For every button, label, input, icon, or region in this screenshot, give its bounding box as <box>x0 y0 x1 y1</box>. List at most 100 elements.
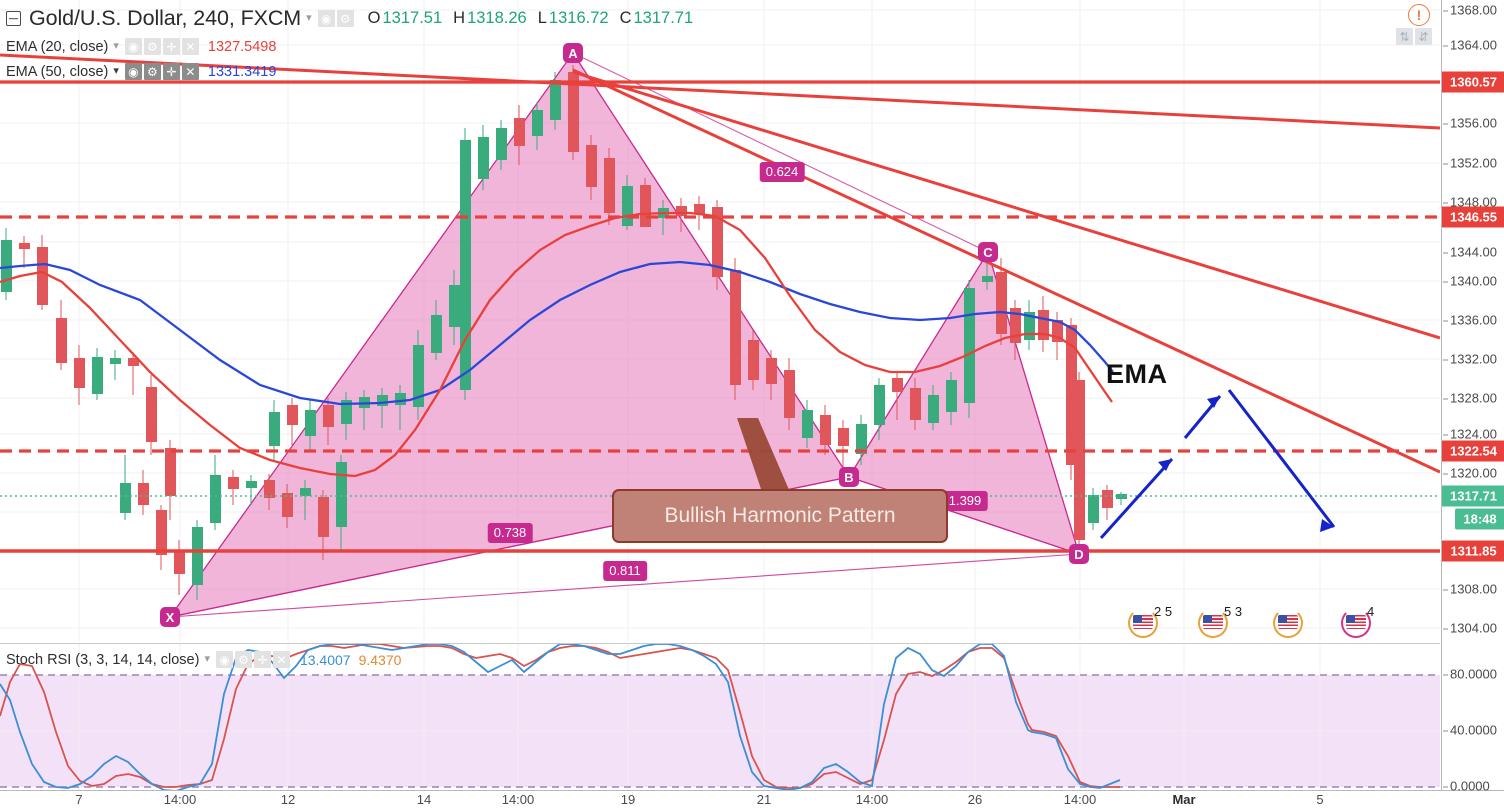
stoch-k-value: 13.4007 <box>299 651 351 668</box>
chevron-down-icon[interactable]: ▾ <box>113 40 119 52</box>
ema20-label[interactable]: EMA (20, close) <box>6 38 109 55</box>
candlestick-series <box>1 65 1127 600</box>
trendlines[interactable] <box>0 53 1440 474</box>
eye-icon[interactable]: ◉ <box>215 651 233 668</box>
ema50-legend[interactable]: EMA (50, close) ▾ ◉ ⚙ ✛ ✕ 1331.3419 <box>6 63 276 80</box>
level-badge-1311[interactable]: 1311.85 <box>1442 540 1504 562</box>
ema-text-annotation[interactable]: EMA <box>1106 359 1168 389</box>
ratio-label-xd[interactable]: 0.811 <box>603 561 647 581</box>
osc-axis-tick-40: 40.0000 <box>1443 722 1497 738</box>
ratio-label-xa[interactable]: 0.624 <box>759 162 805 182</box>
ratio-xa-text: 0.624 <box>765 164 799 179</box>
economic-event-marker-3[interactable] <box>1273 608 1303 638</box>
ohlc-high-value: 1318.26 <box>467 9 527 27</box>
chevron-down-icon[interactable]: ▾ <box>204 653 210 665</box>
ohlc-open-label: O <box>367 9 381 27</box>
ema20-value: 1327.5498 <box>207 38 277 55</box>
stoch-rsi-label[interactable]: Stoch RSI (3, 3, 14, 14, close) <box>6 651 200 668</box>
pattern-callout-note[interactable]: Bullish Harmonic Pattern <box>612 489 948 543</box>
event-ring-icon <box>1128 608 1158 638</box>
alert-down-icon[interactable]: ⇵ <box>1415 28 1432 45</box>
page-title[interactable]: Gold/U.S. Dollar, 240, FXCM <box>29 6 302 30</box>
axis-tick: 1352.00 <box>1443 155 1497 171</box>
pattern-point-a[interactable]: A <box>563 43 583 63</box>
symbol-icon-group[interactable]: ◉ ⚙ <box>317 10 354 27</box>
axis-tick: 1344.00 <box>1443 244 1497 260</box>
ratio-label-bcd[interactable]: 1.399 <box>942 491 988 511</box>
ema50-line <box>0 260 1114 406</box>
symbol-legend[interactable]: Gold/U.S. Dollar, 240, FXCM ▾ ◉ ⚙ O 1317.… <box>6 6 704 31</box>
time-axis[interactable]: 7 14:00 12 14 14:00 19 21 14:00 26 14:00… <box>0 790 1504 808</box>
close-icon[interactable]: ✕ <box>272 651 290 668</box>
price-levels[interactable] <box>0 80 1440 553</box>
chart-area[interactable]: X A B C D 0.624 0.738 0.811 1.399 Bullis… <box>0 0 1440 790</box>
ratio-xd-text: 0.811 <box>609 563 641 578</box>
ratio-ab-text: 0.738 <box>493 525 527 540</box>
stoch-d-value: 9.4370 <box>358 651 402 668</box>
axis-tick: 1336.00 <box>1443 312 1497 328</box>
ema50-label[interactable]: EMA (50, close) <box>6 63 109 80</box>
ohlc-close-value: 1317.71 <box>633 9 694 27</box>
level-badge-1322[interactable]: 1322.54 <box>1442 440 1504 462</box>
level-badge-1360[interactable]: 1360.57 <box>1442 71 1504 93</box>
time-tick: 14:00 <box>855 792 889 807</box>
time-tick: 12 <box>280 792 296 807</box>
economic-event-marker-4[interactable]: 4 <box>1341 604 1374 638</box>
alert-icon[interactable]: ! <box>1408 4 1430 26</box>
countdown-badge[interactable]: 18:48 <box>1455 508 1504 530</box>
ema20-icon-group[interactable]: ◉ ⚙ ✛ ✕ <box>124 38 199 55</box>
ratio-label-ab[interactable]: 0.738 <box>487 523 533 543</box>
ohlc-readout: O 1317.51 H 1318.26 L 1316.72 C 1317.71 <box>368 9 705 28</box>
gear-icon[interactable]: ⚙ <box>336 10 354 27</box>
add-icon[interactable]: ✛ <box>162 38 180 55</box>
price-chart-canvas <box>0 0 1440 641</box>
us-flag-icon <box>1203 615 1223 629</box>
price-pane[interactable]: X A B C D 0.624 0.738 0.811 1.399 Bullis… <box>0 0 1440 641</box>
time-tick: 19 <box>620 792 636 807</box>
osc-axis-tick-0: 0.0000 <box>1443 778 1490 794</box>
axis-tick: 1340.00 <box>1443 273 1497 289</box>
pattern-point-d[interactable]: D <box>1069 544 1089 564</box>
gear-icon[interactable]: ⚙ <box>143 63 161 80</box>
axis-tick: 1328.00 <box>1443 390 1497 406</box>
eye-icon[interactable]: ◉ <box>317 10 335 27</box>
last-price-badge[interactable]: 1317.71 <box>1442 485 1504 507</box>
axis-tick: 1304.00 <box>1443 620 1497 636</box>
us-flag-icon <box>1346 615 1366 629</box>
projection-arrows[interactable] <box>1099 389 1336 540</box>
price-axis[interactable]: 1368.00 1364.00 1356.00 1352.00 1348.00 … <box>1441 0 1504 794</box>
event-ring-icon <box>1273 608 1303 638</box>
stoch-rsi-pane[interactable] <box>0 643 1440 790</box>
pattern-point-b[interactable]: B <box>839 467 859 487</box>
economic-event-marker-1[interactable]: 2 5 <box>1128 604 1172 638</box>
pattern-point-c-label: C <box>983 244 993 260</box>
stoch-icon-group[interactable]: ◉ ⚙ ✛ ✕ <box>215 651 290 668</box>
pattern-point-d-label: D <box>1074 546 1084 562</box>
event-badge-2: 5 3 <box>1224 604 1243 619</box>
gear-icon[interactable]: ⚙ <box>234 651 252 668</box>
eye-icon[interactable]: ◉ <box>124 38 142 55</box>
add-icon[interactable]: ✛ <box>162 63 180 80</box>
pattern-point-c[interactable]: C <box>978 242 998 262</box>
pattern-point-x[interactable]: X <box>160 607 180 627</box>
alert-toolbar[interactable]: ⇅ ⇵ <box>1396 28 1432 45</box>
time-tick: 14:00 <box>501 792 535 807</box>
ema50-icon-group[interactable]: ◉ ⚙ ✛ ✕ <box>124 63 199 80</box>
economic-event-marker-2[interactable]: 5 3 <box>1198 604 1242 638</box>
add-icon[interactable]: ✛ <box>253 651 271 668</box>
event-ring-icon <box>1341 608 1371 638</box>
ohlc-high-label: H <box>453 9 466 27</box>
alert-up-icon[interactable]: ⇅ <box>1396 28 1413 45</box>
axis-tick: 1308.00 <box>1443 581 1497 597</box>
eye-icon[interactable]: ◉ <box>124 63 142 80</box>
ema20-legend[interactable]: EMA (20, close) ▾ ◉ ⚙ ✛ ✕ 1327.5498 <box>6 38 276 55</box>
close-icon[interactable]: ✕ <box>181 38 199 55</box>
stoch-rsi-legend[interactable]: Stoch RSI (3, 3, 14, 14, close) ▾ ◉ ⚙ ✛ … <box>6 651 401 668</box>
close-icon[interactable]: ✕ <box>181 63 199 80</box>
chevron-down-icon[interactable]: ▾ <box>306 12 312 24</box>
gear-icon[interactable]: ⚙ <box>143 38 161 55</box>
level-badge-1346[interactable]: 1346.55 <box>1442 206 1504 228</box>
collapse-icon[interactable] <box>6 11 21 26</box>
chevron-down-icon[interactable]: ▾ <box>113 65 119 77</box>
